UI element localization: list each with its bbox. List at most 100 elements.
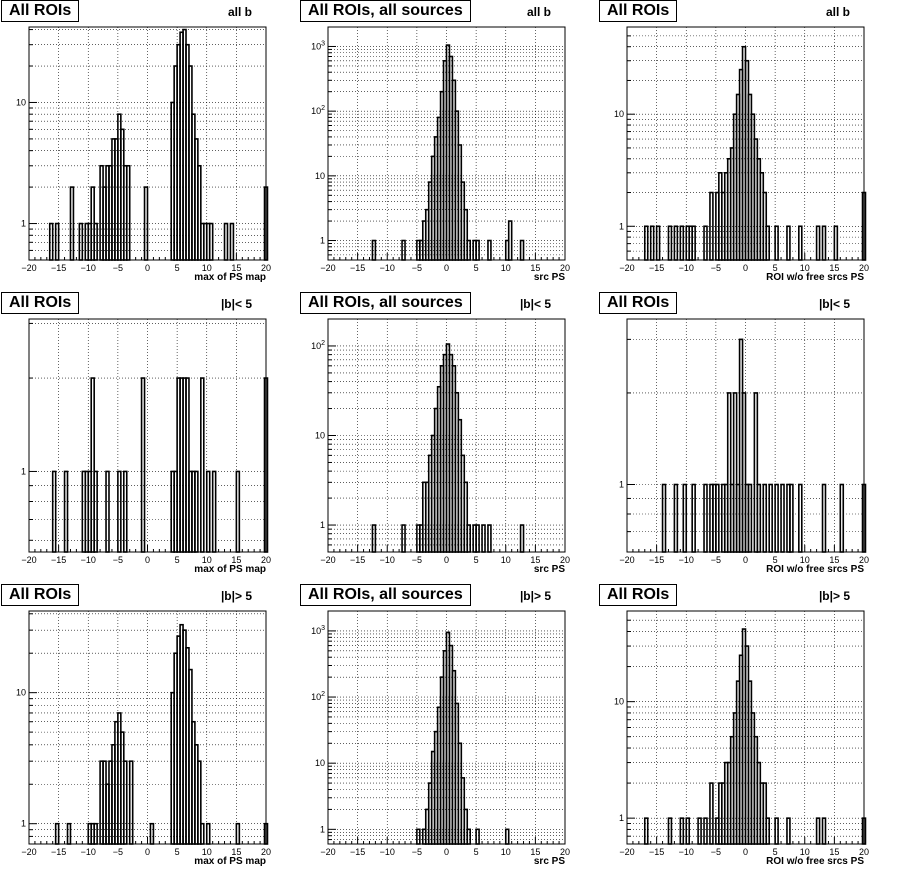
histogram-bin	[66, 822, 72, 845]
y-tick-label: 103	[311, 40, 325, 51]
panel-title: All ROIs	[1, 584, 80, 606]
x-axis-title: src PS	[533, 856, 565, 867]
histogram-bin	[481, 524, 486, 553]
histogram-panel: −20 −15 −10 −5 0 5 10 15 20 1 10 102 103 All ROIs, al…	[299, 0, 598, 291]
histogram-bin	[691, 483, 696, 553]
x-tick-label: −10	[679, 263, 694, 273]
x-tick-label: 20	[859, 263, 869, 273]
panel-title: All ROIs	[1, 0, 80, 22]
x-tick-label: 10	[800, 847, 810, 857]
x-tick-label: −5	[711, 847, 721, 857]
histogram-panel: −20 −15 −10 −5 0 5 10 15 20 1 10 All ROIs all b max o…	[0, 0, 299, 291]
histogram-bin	[123, 470, 128, 553]
histogram-bin	[821, 225, 827, 261]
x-tick-label: 15	[231, 263, 241, 273]
x-tick-label: 20	[261, 847, 271, 857]
x-tick-label: 0	[444, 263, 449, 273]
x-tick-label: 0	[444, 555, 449, 565]
x-tick-label: 20	[560, 263, 570, 273]
x-tick-label: 15	[530, 555, 540, 565]
grid-lines	[28, 27, 267, 261]
x-tick-label: −15	[649, 555, 664, 565]
x-tick-label: 15	[530, 263, 540, 273]
y-tick-label: 10	[315, 171, 325, 181]
histogram-bin	[416, 828, 421, 845]
histogram-panel: −20 −15 −10 −5 0 5 10 15 20 1 10 All ROIs all b ROI w…	[598, 0, 897, 291]
x-tick-label: 5	[175, 847, 180, 857]
panel-title: All ROIs	[599, 584, 678, 606]
histogram-bin	[768, 483, 773, 553]
histogram-bin	[466, 828, 472, 845]
x-tick-label: −15	[51, 555, 66, 565]
histogram-bin	[466, 524, 472, 553]
x-tick-label: 10	[501, 555, 511, 565]
histogram-plot: −20 −15 −10 −5 0 5 10 15 20 1 10	[614, 26, 869, 273]
selection-label: |b|> 5	[519, 589, 551, 603]
plot-frame	[28, 26, 267, 261]
histogram-bin	[765, 817, 771, 845]
histogram-plot: −20 −15 −10 −5 0 5 10 15 20 1 10 102 103	[311, 26, 570, 273]
x-tick-label: 0	[145, 263, 150, 273]
histogram-bin	[466, 239, 472, 261]
histogram-bin	[235, 822, 241, 845]
x-tick-label: −10	[380, 555, 395, 565]
histogram-bin	[709, 782, 714, 845]
histogram-bin	[140, 377, 146, 553]
histogram-bin	[643, 817, 649, 845]
histogram-panel: −20 −15 −10 −5 0 5 10 15 20 1 10 102 All ROIs, all s…	[299, 292, 598, 583]
x-tick-label: 20	[560, 555, 570, 565]
selection-label: |b|> 5	[818, 589, 850, 603]
x-tick-label: −20	[619, 847, 634, 857]
selection-label: |b|< 5	[220, 297, 252, 311]
grid-lines	[28, 319, 267, 552]
x-tick-label: −20	[320, 263, 335, 273]
histogram-bin	[685, 817, 691, 845]
histogram-bin	[643, 225, 649, 261]
selection-label: all b	[526, 5, 551, 19]
histogram-bin	[774, 225, 779, 261]
histogram-bin	[661, 483, 667, 553]
x-tick-label: 0	[145, 847, 150, 857]
plot-frame	[327, 610, 566, 845]
x-axis-title: src PS	[533, 272, 565, 283]
selection-label: |b|< 5	[519, 297, 551, 311]
plot-frame	[626, 318, 865, 553]
grid-lines	[28, 611, 267, 845]
histogram-panel: −20 −15 −10 −5 0 5 10 15 20 1 All ROIs |b|< 5 ROI w/…	[598, 292, 897, 583]
x-tick-label: 5	[175, 263, 180, 273]
x-tick-label: −5	[412, 847, 422, 857]
x-tick-label: −5	[412, 263, 422, 273]
histogram-bin	[774, 483, 779, 553]
histogram-bin	[235, 470, 241, 553]
x-tick-label: 20	[261, 555, 271, 565]
histogram-bin	[208, 222, 214, 261]
histogram-bin	[48, 222, 54, 261]
x-tick-label: −15	[350, 555, 365, 565]
panel-title: All ROIs, all sources	[300, 0, 471, 22]
x-tick-label: 15	[231, 555, 241, 565]
x-tick-label: −5	[113, 263, 123, 273]
x-axis-title: ROI w/o free srcs PS	[766, 856, 864, 867]
x-axis-title: src PS	[533, 564, 565, 575]
x-tick-label: 20	[261, 263, 271, 273]
x-tick-label: 5	[175, 555, 180, 565]
histogram-bin	[519, 524, 525, 553]
histogram-bin	[93, 470, 98, 553]
x-tick-label: 0	[743, 847, 748, 857]
histogram-bin	[673, 483, 679, 553]
x-tick-label: 5	[773, 555, 778, 565]
histogram-panel: −20 −15 −10 −5 0 5 10 15 20 1 10 102 103 All ROIs, al…	[299, 584, 598, 875]
histogram-panel: −20 −15 −10 −5 0 5 10 15 20 1 All ROIs |b|< 5 max of…	[0, 292, 299, 583]
x-tick-label: −10	[81, 555, 96, 565]
histogram-bin	[205, 470, 211, 553]
histogram-bin	[229, 222, 235, 261]
grid-lines	[327, 26, 566, 261]
x-tick-label: −15	[51, 847, 66, 857]
histogram-bin	[798, 483, 803, 553]
x-axis-title: max of PS map	[194, 564, 266, 575]
histogram-bin	[51, 470, 57, 553]
histogram-bin	[780, 483, 785, 553]
histogram-bin	[821, 817, 827, 845]
x-tick-label: 10	[202, 263, 212, 273]
